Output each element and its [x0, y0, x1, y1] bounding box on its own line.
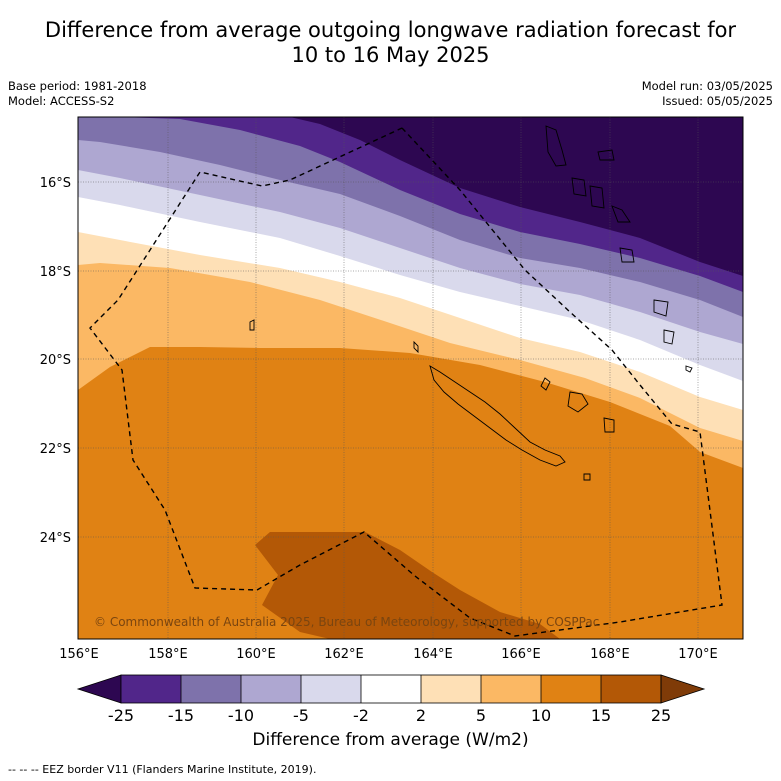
- lon-label-164e: 164°E: [413, 647, 453, 662]
- eez-border: [89, 127, 723, 637]
- vanuatu-islets-2: [611, 205, 631, 223]
- lat-axis-labels: 16°S 18°S 20°S 22°S 24°S: [40, 176, 71, 546]
- colorbar-tick-neg5: -5: [293, 706, 309, 725]
- colorbar-tick-neg10: -10: [228, 706, 254, 725]
- lon-axis-labels: 156°E 158°E 160°E 162°E 164°E 166°E 168°…: [59, 647, 718, 662]
- lon-label-158e: 158°E: [148, 647, 188, 662]
- isle-of-pines: [583, 473, 591, 481]
- coastlines: [249, 125, 693, 481]
- colorbar-seg-5: [361, 675, 421, 703]
- vanuatu-islets-1: [597, 149, 615, 161]
- colorbar-seg-4: [301, 675, 361, 703]
- colorbar: -25 -15 -10 -5 -2 2 5 10 15 25: [76, 674, 706, 725]
- colorbar-outline: [120, 674, 662, 704]
- lon-label-156e: 156°E: [59, 647, 99, 662]
- ouvea-island: [540, 377, 551, 391]
- chart-title: Difference from average outgoing longwav…: [0, 18, 781, 68]
- hunter-island: [685, 365, 693, 373]
- lon-label-162e: 162°E: [324, 647, 364, 662]
- lon-label-166e: 166°E: [501, 647, 541, 662]
- lat-label-22s: 22°S: [40, 442, 71, 457]
- colorbar-tick-neg25: -25: [108, 706, 134, 725]
- colorbar-seg-9: [601, 675, 661, 703]
- colorbar-tick-pos10: 10: [531, 706, 551, 725]
- colorbar-tick-neg15: -15: [168, 706, 194, 725]
- colorbar-title: Difference from average (W/m2): [252, 730, 529, 750]
- lat-label-16s: 16°S: [40, 176, 71, 191]
- meta-left: Base period: 1981-2018 Model: ACCESS-S2: [8, 79, 147, 109]
- colorbar-tick-neg2: -2: [353, 706, 369, 725]
- vanuatu-espiritu-santo: [545, 125, 567, 167]
- lon-label-170e: 170°E: [678, 647, 718, 662]
- vanuatu-tanna: [619, 247, 635, 263]
- mare-island: [603, 417, 615, 433]
- colorbar-extend-high: [660, 674, 706, 704]
- colorbar-seg-2: [181, 675, 241, 703]
- colorbar-extend-low: [76, 674, 122, 704]
- map-frame: [77, 116, 744, 640]
- vanuatu-south-2: [663, 329, 675, 345]
- lat-label-18s: 18°S: [40, 265, 71, 280]
- colorbar-seg-1: [121, 675, 181, 703]
- eez-footnote: -- -- -- EEZ border V11 (Flanders Marine…: [8, 763, 317, 776]
- title-line-2: 10 to 16 May 2025: [291, 43, 490, 67]
- colorbar-tick-pos15: 15: [591, 706, 611, 725]
- colorbar-tick-pos5: 5: [476, 706, 486, 725]
- title-line-1: Difference from average outgoing longwav…: [44, 18, 737, 42]
- lat-label-24s: 24°S: [40, 531, 71, 546]
- band-15-25: [255, 532, 560, 639]
- vanuatu-malekula: [571, 177, 587, 197]
- lat-label-20s: 20°S: [40, 353, 71, 368]
- base-period-text: Base period: 1981-2018: [8, 79, 147, 93]
- map-panel: © Commonwealth of Australia 2025, Bureau…: [78, 117, 743, 639]
- lon-label-160e: 160°E: [236, 647, 276, 662]
- graticule: [78, 117, 743, 639]
- meta-right: Model run: 03/05/2025 Issued: 05/05/2025: [642, 79, 773, 109]
- colorbar-tick-pos25: 25: [651, 706, 671, 725]
- chesterfield-islets: [249, 319, 255, 331]
- copyright-text: © Commonwealth of Australia 2025, Bureau…: [94, 615, 599, 629]
- colorbar-tick-pos2: 2: [416, 706, 426, 725]
- colorbar-seg-6: [421, 675, 481, 703]
- colorbar-seg-3: [241, 675, 301, 703]
- issued-text: Issued: 05/05/2025: [662, 94, 773, 108]
- model-run-text: Model run: 03/05/2025: [641, 79, 773, 93]
- colorbar-seg-7: [481, 675, 541, 703]
- vanuatu-south-1: [653, 299, 669, 317]
- reef-islets: [413, 340, 419, 354]
- colorbar-seg-8: [541, 675, 601, 703]
- band-lt-neg25: [290, 117, 743, 276]
- model-text: Model: ACCESS-S2: [8, 94, 115, 108]
- lifou-island: [567, 391, 589, 413]
- new-caledonia-coast: [429, 365, 566, 467]
- vanuatu-efate: [589, 185, 605, 209]
- lon-label-168e: 168°E: [590, 647, 630, 662]
